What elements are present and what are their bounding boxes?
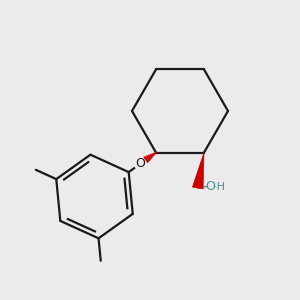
Text: ·H: ·H xyxy=(214,182,226,192)
Text: O: O xyxy=(135,158,145,170)
Polygon shape xyxy=(192,153,204,189)
Text: O: O xyxy=(206,180,215,193)
